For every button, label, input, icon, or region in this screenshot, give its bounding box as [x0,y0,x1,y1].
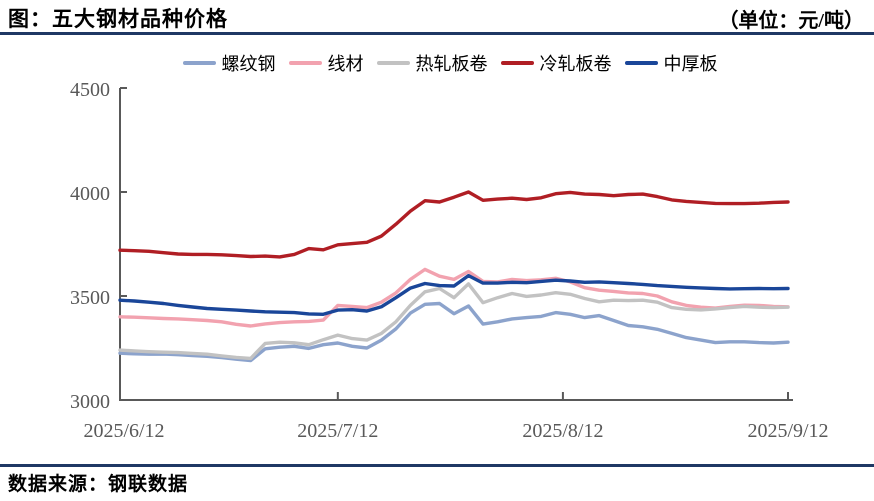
legend-label-rebar: 螺纹钢 [221,54,276,74]
figure-title: 图：五大钢材品种价格 [8,7,228,31]
y-axis-label-4500: 4500 [70,79,110,101]
x-axis-label-2025/9/12: 2025/9/12 [747,420,828,442]
legend-label-medium-plate: 中厚板 [663,54,718,74]
footer-rule [0,464,874,467]
price-line-chart: 3000 3500 4000 4500 2025/6/12 2025/7/12 2025/8… [70,79,829,442]
unit-label: （单位：元/吨） [718,10,864,32]
chart-line-medium-plate [118,273,790,316]
x-axis-label-2025/6/12: 2025/6/12 [83,420,164,442]
legend-label-cold-rolled-coil: 冷轧板卷 [539,54,612,74]
axis-frame [119,88,793,401]
legend-swatch-medium-plate [624,61,658,65]
chart-legend: 螺纹钢 线材 热轧板卷 冷轧板卷 中厚板 [110,52,790,74]
chart-line-hot-rolled-coil [118,282,790,361]
y-axis-label-3000: 3000 [70,391,110,413]
x-axis-label-2025/7/12: 2025/7/12 [297,420,378,442]
legend-swatch-cold-rolled-coil [500,61,534,65]
chart-line-wire-rod [118,267,790,328]
legend-item-rebar: 螺纹钢 [182,50,276,76]
legend-item-medium-plate: 中厚板 [624,50,718,76]
legend-label-hot-rolled-coil: 热轧板卷 [415,54,488,74]
legend-label-wire-rod: 线材 [327,54,364,74]
data-source: 数据来源：钢联数据 [8,474,189,495]
legend-item-wire-rod: 线材 [288,50,364,76]
legend-item-hot-rolled-coil: 热轧板卷 [376,50,488,76]
y-axis-label-3500: 3500 [70,287,110,309]
legend-swatch-rebar [182,61,216,65]
chart-line-rebar [118,301,790,363]
legend-swatch-hot-rolled-coil [376,61,410,65]
legend-swatch-wire-rod [288,61,322,65]
chart-line-cold-rolled-coil [118,190,790,259]
header-rule [0,32,874,35]
legend-item-cold-rolled-coil: 冷轧板卷 [500,50,612,76]
y-axis-label-4000: 4000 [70,183,110,205]
x-axis-label-2025/8/12: 2025/8/12 [522,420,603,442]
